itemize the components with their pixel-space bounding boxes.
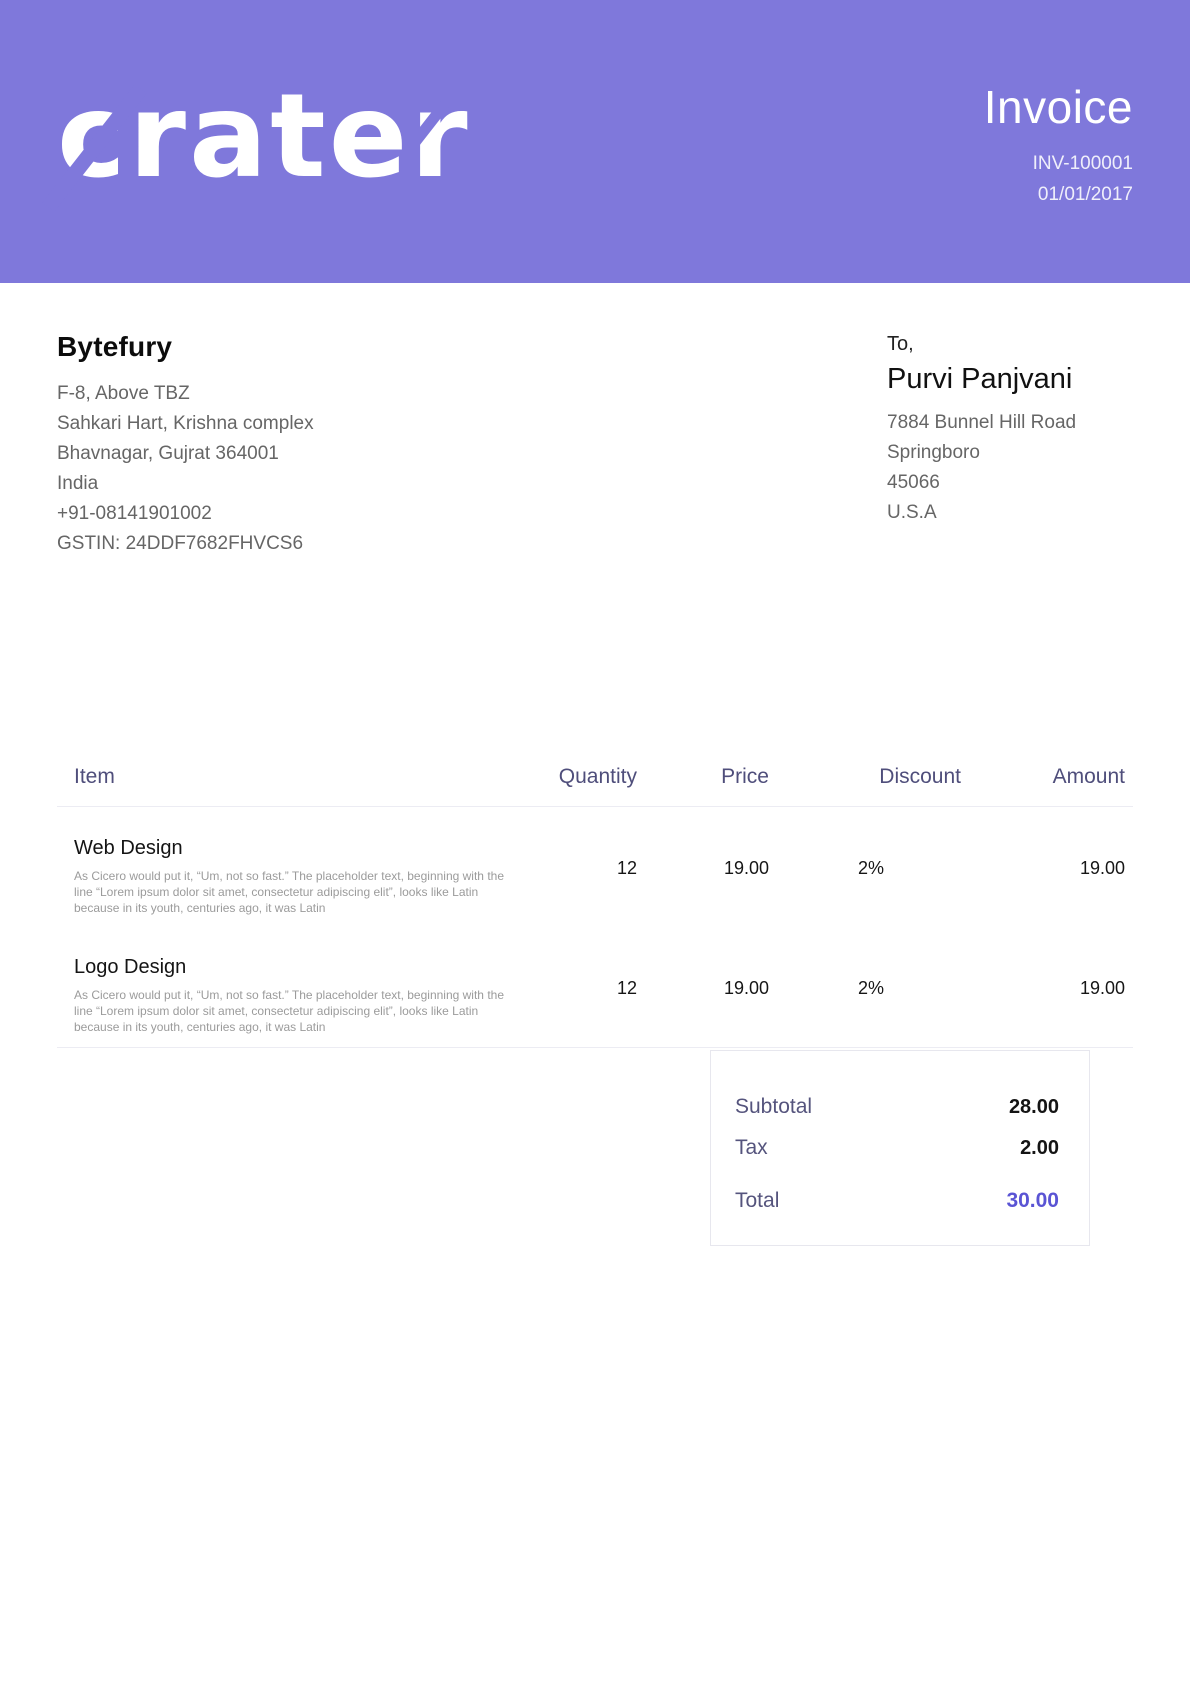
item-name: Logo Design <box>74 956 187 978</box>
column-header-amount: Amount <box>961 765 1133 807</box>
item-description: As Cicero would put it, “Um, not so fast… <box>74 988 504 1034</box>
tax-row: Tax 2.00 <box>735 1136 1059 1160</box>
invoice-meta: Invoice INV-100001 01/01/2017 <box>984 80 1133 210</box>
item-price: 19.00 <box>723 858 769 878</box>
header-band: crater Invoice INV-100001 01/01/2017 <box>0 0 1190 283</box>
company-address-line: India <box>57 473 99 494</box>
item-description: As Cicero would put it, “Um, not so fast… <box>74 869 504 915</box>
invoice-number: INV-100001 <box>1032 152 1133 174</box>
item-quantity: 12 <box>517 930 637 1048</box>
company-block: Bytefury F-8, Above TBZ Sahkari Hart, Kr… <box>57 331 314 559</box>
item-price: 19.00 <box>637 930 769 1048</box>
item-discount-cell: 2% <box>769 807 961 931</box>
parties-section: Bytefury F-8, Above TBZ Sahkari Hart, Kr… <box>0 283 1190 559</box>
column-header-quantity: Quantity <box>517 765 637 807</box>
invoice-date: 01/01/2017 <box>1037 183 1133 205</box>
customer-address: 7884 Bunnel Hill Road Springboro 45066 U… <box>887 408 1133 528</box>
item-amount: 19.00 <box>961 930 1133 1048</box>
table-row: Web Design As Cicero would put it, “Um, … <box>57 807 1133 931</box>
items-table-header: Item Quantity Price Discount Amount <box>57 765 1133 807</box>
subtotal-label: Subtotal <box>735 1095 813 1118</box>
customer-address-line: U.S.A <box>887 502 937 523</box>
tax-value: 2.00 <box>1020 1137 1059 1159</box>
company-phone: +91-08141901002 <box>57 503 212 524</box>
customer-address-line: Springboro <box>887 442 980 463</box>
item-discount: 2% <box>858 858 885 878</box>
invoice-title: Invoice <box>983 80 1133 133</box>
column-header-item: Item <box>57 765 517 807</box>
item-discount: 2% <box>858 978 885 998</box>
customer-address-line: 45066 <box>887 472 940 493</box>
total-row: Total 30.00 <box>735 1189 1059 1213</box>
item-cell: Web Design As Cicero would put it, “Um, … <box>57 807 517 931</box>
company-name: Bytefury <box>57 331 173 362</box>
item-amount: 19.00 <box>1079 858 1125 878</box>
total-value: 30.00 <box>1006 1189 1059 1212</box>
customer-block: To, Purvi Panjvani 7884 Bunnel Hill Road… <box>887 331 1133 559</box>
company-gstin: GSTIN: 24DDF7682FHVCS6 <box>57 533 304 554</box>
column-header-price: Price <box>637 765 769 807</box>
item-discount-cell: 2% <box>769 930 961 1048</box>
to-label: To, <box>887 333 914 355</box>
item-cell: Logo Design As Cicero would put it, “Um,… <box>57 930 517 1048</box>
subtotal-value: 28.00 <box>1008 1096 1059 1118</box>
item-quantity: 12 <box>616 858 637 878</box>
table-row: Logo Design As Cicero would put it, “Um,… <box>57 930 1133 1048</box>
subtotal-row: Subtotal 28.00 <box>735 1095 1059 1119</box>
crater-logo-text: crater <box>57 68 471 204</box>
items-table: Item Quantity Price Discount Amount Web … <box>57 765 1133 1048</box>
company-address-line: Bhavnagar, Gujrat 364001 <box>57 443 279 464</box>
items-section: Item Quantity Price Discount Amount Web … <box>57 765 1133 1246</box>
totals-box: Subtotal 28.00 Tax 2.00 Total 30.00 <box>710 1050 1090 1246</box>
company-address-line: Sahkari Hart, Krishna complex <box>57 413 314 434</box>
company-address-line: F-8, Above TBZ <box>57 383 190 404</box>
customer-address-line: 7884 Bunnel Hill Road <box>887 412 1077 433</box>
item-name: Web Design <box>74 837 183 859</box>
tax-label: Tax <box>735 1136 768 1159</box>
column-header-discount: Discount <box>769 765 961 807</box>
company-address: F-8, Above TBZ Sahkari Hart, Krishna com… <box>57 379 314 559</box>
total-label: Total <box>735 1189 780 1212</box>
crater-logo: crater <box>42 78 471 212</box>
customer-name: Purvi Panjvani <box>887 363 1073 395</box>
